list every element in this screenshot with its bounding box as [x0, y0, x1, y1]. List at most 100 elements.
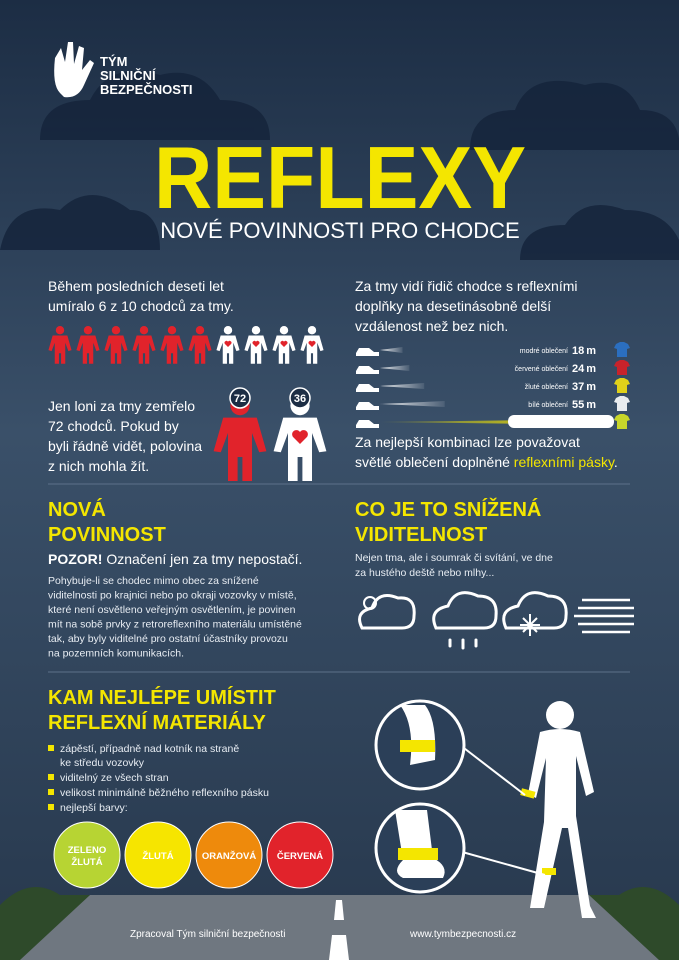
stats-text: 72 chodců. Pokud by	[48, 418, 179, 434]
bullet-marker	[48, 774, 54, 780]
walker	[520, 701, 596, 918]
lead: POZOR! Označení jen za tmy nepostačí.	[48, 551, 302, 567]
person-body	[213, 417, 267, 481]
section-heading: POVINNOST	[48, 524, 166, 546]
stats-text: Jen loni za tmy zemřelo	[48, 398, 195, 414]
swatch-label: ČERVENÁ	[277, 850, 323, 862]
beam	[380, 401, 445, 407]
person-head	[55, 326, 65, 335]
bullet-text: nejlepší barvy:	[60, 802, 128, 814]
weather-icons	[358, 591, 634, 650]
heart	[252, 340, 260, 347]
person-body	[273, 417, 327, 481]
visibility-text: vzdálenost než bez nich.	[355, 318, 508, 334]
note-text: světlé oblečení doplněné reflexními pásk…	[355, 454, 618, 470]
visibility-text: Za tmy vidí řidič chodce s reflexními	[355, 278, 578, 294]
note-highlight: reflexními pásky	[514, 454, 615, 470]
person-head	[83, 326, 93, 335]
section-heading: VIDITELNOST	[355, 524, 487, 546]
footer-url[interactable]: www.tymbezpecnosti.cz	[409, 929, 516, 940]
badge-value: 36	[294, 393, 306, 405]
badge	[229, 387, 251, 409]
zoom-circles	[374, 699, 546, 894]
road-marking	[329, 900, 349, 960]
section-heading: CO JE TO SNÍŽENÁ	[355, 497, 541, 521]
stats-text: byli řádně vidět, polovina	[48, 438, 202, 454]
car	[356, 420, 379, 428]
person-head	[139, 326, 149, 335]
bullet-marker	[48, 745, 54, 751]
person-head	[167, 326, 177, 335]
car	[356, 366, 379, 374]
distance-label: žluté oblečení	[525, 384, 568, 391]
section-heading: KAM NEJLÉPE UMÍSTIT	[48, 686, 276, 709]
paragraph-line: na pozemních komunikacích.	[48, 648, 184, 660]
distance-label: bílé oblečení	[528, 402, 568, 409]
logo-text: BEZPEČNOSTI	[100, 82, 192, 97]
distance-value: 18 m	[572, 345, 596, 357]
shirt-icon	[614, 414, 630, 429]
shirt-icon	[614, 396, 630, 411]
paragraph-line: tak, aby byly viditelné pro ostatní účas…	[48, 633, 288, 645]
person-head	[307, 326, 317, 335]
paragraph-line: které není osvětleno veřejným osvětlením…	[48, 604, 296, 616]
road	[0, 895, 679, 960]
note-end: .	[614, 454, 618, 470]
heart	[292, 430, 308, 444]
color-swatch	[53, 821, 121, 889]
paragraph-line: mít na sobě prvky z retroreflexního mate…	[48, 619, 302, 631]
paragraph: Pohybuje-li se chodec mimo obec za sníže…	[48, 575, 302, 660]
badge	[289, 387, 311, 409]
distance-value: 37 m	[572, 381, 596, 393]
distance-value: 55 m	[572, 399, 596, 411]
distance-label: červené oblečení	[515, 366, 568, 373]
value: 55	[572, 399, 584, 411]
person-head	[111, 326, 121, 335]
person-head	[195, 326, 205, 335]
person-body	[300, 335, 324, 364]
swatch-label: ZELENO	[68, 845, 107, 856]
distance-value: 200 m	[572, 417, 602, 429]
beam	[380, 365, 410, 371]
value: 200	[572, 417, 590, 429]
value: 24	[572, 363, 585, 375]
person-head	[251, 326, 261, 335]
section-heading: NOVÁ	[48, 498, 106, 521]
paragraph-line: Pohybuje-li se chodec mimo obec za sníže…	[48, 575, 259, 587]
unit: m	[586, 363, 596, 375]
shirt-icon	[614, 342, 630, 357]
footer-credit: Zpracoval Tým silniční bezpečnosti	[130, 929, 285, 940]
badge-value: 72	[234, 393, 246, 405]
color-swatch	[195, 821, 263, 889]
shirt-icon	[614, 378, 630, 393]
distance-value: 24 m	[572, 363, 596, 375]
bullet-text: zápěstí, případně nad kotník na straně	[60, 743, 239, 755]
section-heading: REFLEXNÍ MATERIÁLY	[48, 711, 266, 734]
beam	[380, 347, 403, 353]
person-body	[216, 335, 240, 364]
car	[356, 402, 379, 410]
swatch-label: ŽLUTÁ	[71, 856, 102, 868]
stats-text: umíralo 6 z 10 chodců za tmy.	[48, 298, 234, 314]
distance-label: modré oblečení	[520, 348, 568, 355]
heart	[308, 340, 316, 347]
person-body	[272, 335, 296, 364]
clouds	[0, 70, 679, 260]
heart	[224, 340, 232, 347]
unit: m	[586, 399, 596, 411]
lead-strong: POZOR!	[48, 551, 102, 567]
unit: m	[586, 381, 596, 393]
bullet-marker	[48, 789, 54, 795]
section-text: za hustého deště nebo mlhy...	[355, 567, 494, 579]
value: 37	[572, 381, 584, 393]
stats-text: Během posledních deseti let	[48, 278, 224, 294]
bullet-text: ke středu vozovky	[60, 757, 145, 769]
person-body	[244, 335, 268, 364]
swatch-label: ORANŽOVÁ	[202, 850, 257, 862]
color-swatch	[124, 821, 192, 889]
note-text: Za nejlepší kombinaci lze považovat	[355, 434, 580, 450]
visibility-text: doplňky na desetinásobně delší	[355, 298, 551, 314]
